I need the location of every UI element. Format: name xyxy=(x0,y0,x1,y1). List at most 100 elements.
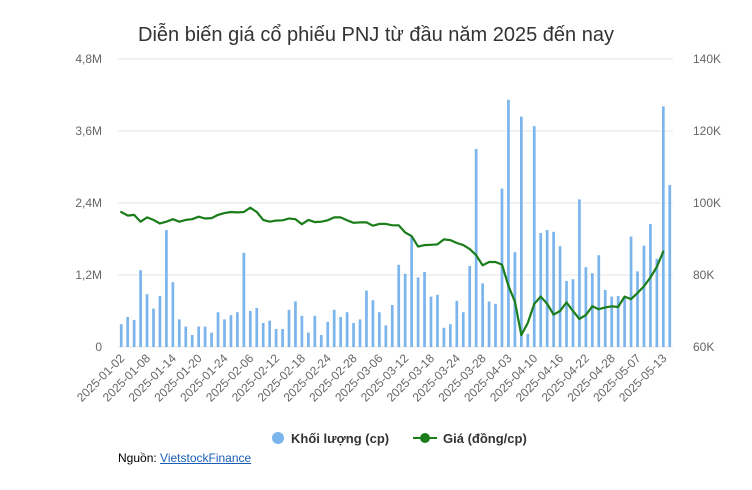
volume-bar xyxy=(623,297,626,347)
volume-bar xyxy=(603,290,607,347)
volume-bar xyxy=(558,246,562,347)
volume-bar xyxy=(397,264,401,347)
y-right-tick-label: 120K xyxy=(693,124,721,138)
volume-bar xyxy=(190,335,194,347)
volume-bar xyxy=(571,279,575,347)
legend-volume-symbol xyxy=(272,432,284,444)
y-left-tick-label: 2,4M xyxy=(75,196,102,210)
volume-bar xyxy=(526,333,530,347)
volume-bar xyxy=(223,319,226,347)
volume-bar xyxy=(248,311,252,347)
volume-bar xyxy=(474,149,478,347)
legend-volume-label: Khối lượng (cp) xyxy=(291,431,389,446)
source-prefix: Nguồn: xyxy=(118,451,161,465)
volume-bar xyxy=(494,303,497,347)
volume-bar xyxy=(145,294,149,347)
volume-bar xyxy=(442,327,446,347)
volume-bar xyxy=(642,245,646,347)
volume-bar xyxy=(255,308,259,347)
volume-bar xyxy=(616,296,620,347)
volume-bar xyxy=(455,300,459,347)
volume-bar xyxy=(332,309,336,347)
volume-bar xyxy=(636,271,639,347)
volume-bar xyxy=(416,277,420,347)
volume-bar xyxy=(545,230,549,347)
volume-bar xyxy=(429,296,433,347)
volume-bar xyxy=(197,326,201,347)
volume-bar xyxy=(119,324,123,347)
volume-bar xyxy=(584,267,588,347)
volume-bar xyxy=(177,319,181,347)
volume-bar xyxy=(345,312,349,347)
volume-bar xyxy=(655,258,659,347)
volume-bar xyxy=(203,326,207,347)
y-right-tick-label: 100K xyxy=(693,196,721,210)
volume-bar xyxy=(339,317,343,347)
volume-bar xyxy=(649,224,652,347)
volume-bar xyxy=(352,323,355,347)
volume-bar xyxy=(165,230,168,347)
volume-bar xyxy=(552,231,555,347)
volume-bar xyxy=(461,312,465,347)
volume-bar xyxy=(539,233,543,347)
volume-bar xyxy=(319,335,323,347)
volume-bar xyxy=(242,252,246,347)
volume-bar xyxy=(565,281,568,347)
y-left-tick-label: 3,6M xyxy=(75,124,102,138)
price-line xyxy=(120,206,665,337)
volume-bar xyxy=(378,312,381,347)
y-right-tick-label: 60K xyxy=(693,340,714,354)
volume-bar xyxy=(371,300,375,347)
volume-bar xyxy=(229,315,233,347)
volume-bar xyxy=(668,185,672,347)
volume-bar xyxy=(507,99,510,347)
volume-bar xyxy=(519,116,523,347)
y-right-tick-label: 80K xyxy=(693,268,714,282)
volume-bar xyxy=(532,126,536,347)
volume-bar xyxy=(132,320,136,347)
volume-bar xyxy=(590,273,594,347)
volume-bar xyxy=(287,309,291,347)
volume-bar xyxy=(158,296,162,347)
volume-bar xyxy=(152,308,155,347)
volume-bar xyxy=(629,236,633,347)
volume-bar xyxy=(578,199,581,347)
volume-bar xyxy=(184,326,188,347)
chart-title: Diễn biến giá cổ phiếu PNJ từ đầu năm 20… xyxy=(138,24,614,46)
volume-bar xyxy=(139,270,142,347)
volume-bar xyxy=(300,315,304,347)
y-right-tick-label: 140K xyxy=(693,52,721,66)
y-left-tick-label: 1,2M xyxy=(75,268,102,282)
volume-bar xyxy=(365,290,368,347)
volume-bar xyxy=(358,319,362,347)
volume-bar xyxy=(126,317,130,347)
volume-bar xyxy=(468,266,472,347)
volume-bar xyxy=(216,312,220,347)
volume-bar xyxy=(210,332,213,347)
volume-bar xyxy=(171,282,175,347)
volume-bar xyxy=(423,272,426,347)
volume-bar xyxy=(326,321,330,347)
source-link[interactable]: VietstockFinance xyxy=(160,451,252,465)
volume-bar xyxy=(436,294,439,347)
volume-bar xyxy=(384,325,388,347)
volume-bar xyxy=(274,329,278,347)
volume-bar xyxy=(448,324,452,347)
volume-bar xyxy=(661,106,665,348)
volume-bar xyxy=(313,315,317,347)
legend-price-label: Giá (đồng/cp) xyxy=(443,431,527,446)
volume-bar xyxy=(481,283,484,347)
volume-bar xyxy=(236,312,239,347)
volume-bar xyxy=(487,301,491,347)
volume-bar xyxy=(268,320,272,347)
volume-bar xyxy=(281,329,284,347)
volume-bar xyxy=(403,273,407,347)
legend-price-symbol xyxy=(420,433,430,443)
volume-bar xyxy=(294,301,297,347)
volume-bar xyxy=(610,296,614,347)
volume-bar xyxy=(597,255,601,347)
y-left-tick-label: 4,8M xyxy=(75,52,102,66)
volume-bar xyxy=(261,323,265,347)
volume-bar xyxy=(390,305,394,347)
